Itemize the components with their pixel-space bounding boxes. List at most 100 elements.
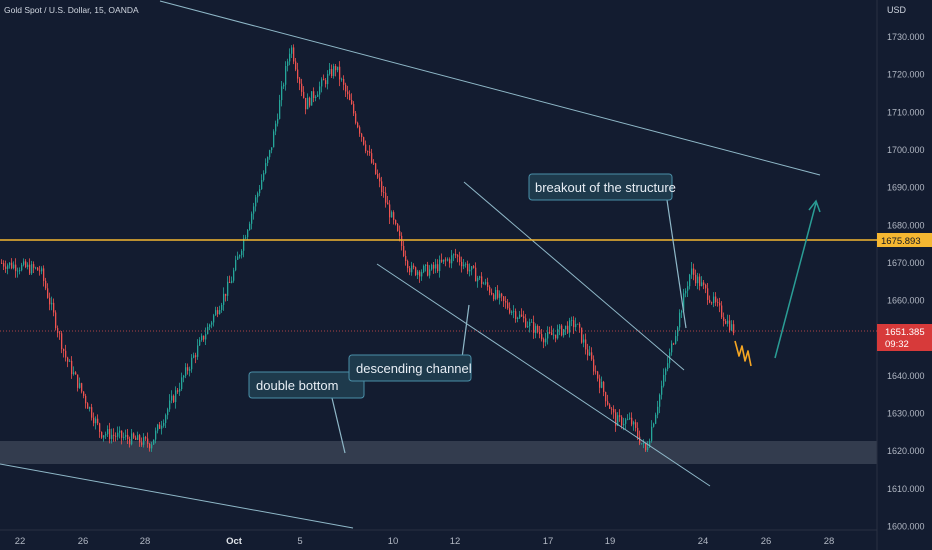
candle-body (493, 294, 495, 300)
candle-body (401, 235, 403, 246)
candle-body (243, 238, 245, 251)
candle-body (323, 79, 325, 81)
candle-body (163, 422, 165, 426)
time-tick-label: 24 (698, 536, 709, 547)
candle-body (655, 414, 657, 424)
candle-body (471, 266, 473, 270)
candle-body (155, 430, 157, 440)
candle-body (345, 84, 347, 92)
candle-body (271, 147, 273, 151)
price-tick-label: 1730.000 (887, 32, 925, 42)
candle-body (275, 123, 277, 132)
candle-body (169, 400, 171, 410)
candle-body (39, 270, 41, 272)
candle-body (399, 230, 401, 236)
candle-body (89, 407, 91, 409)
candle-body (67, 357, 69, 362)
candle-body (609, 404, 611, 409)
candle-body (299, 78, 301, 84)
candle-body (729, 320, 731, 331)
candle-body (469, 269, 471, 272)
candle-body (383, 192, 385, 193)
candle-body (373, 162, 375, 164)
candle-body (343, 79, 345, 85)
candle-body (555, 334, 557, 339)
candle-body (249, 223, 251, 231)
symbol-title: Gold Spot / U.S. Dollar, 15, OANDA (4, 5, 139, 15)
candle-body (101, 431, 103, 438)
candle-body (47, 288, 49, 298)
candle-body (217, 310, 219, 315)
candle-body (553, 334, 555, 336)
candle-body (133, 433, 135, 438)
candle-body (195, 355, 197, 357)
candle-body (261, 180, 263, 190)
descending-channel-callout-box[interactable] (348, 354, 472, 382)
time-tick-label: 28 (824, 536, 835, 547)
candle-body (463, 264, 465, 267)
candle-body (109, 429, 111, 439)
candle-body (557, 328, 559, 339)
candle-body (305, 97, 307, 110)
candle-body (657, 406, 659, 415)
candle-body (173, 395, 175, 403)
candle-body (51, 302, 53, 305)
candle-body (521, 314, 523, 317)
time-tick-label: 28 (140, 536, 151, 547)
candle-body (407, 261, 409, 269)
candle-body (157, 424, 159, 431)
currency-label: USD (887, 5, 907, 15)
candle-body (543, 339, 545, 343)
candle-body (199, 340, 201, 346)
candle-body (85, 395, 87, 404)
candle-body (285, 65, 287, 85)
candle-body (165, 415, 167, 423)
price-scale-panel[interactable] (877, 0, 932, 550)
candle-body (251, 213, 253, 224)
candle-body (31, 264, 33, 274)
candle-body (291, 47, 293, 54)
candle-body (15, 264, 17, 272)
candle-body (331, 69, 333, 77)
candle-body (637, 427, 639, 437)
candle-body (485, 282, 487, 284)
candle-body (37, 267, 39, 271)
candle-body (709, 299, 711, 303)
candle-body (277, 118, 279, 124)
candle-body (239, 255, 241, 257)
candle-body (375, 163, 377, 175)
candle-body (693, 268, 695, 275)
candle-body (59, 332, 61, 334)
candle-body (467, 263, 469, 272)
candle-body (397, 223, 399, 231)
candle-body (235, 259, 237, 271)
projection-zigzag (734, 340, 752, 367)
candle-body (245, 237, 247, 239)
candle-body (607, 401, 609, 405)
candle-body (95, 418, 97, 424)
time-tick-label: 5 (297, 536, 302, 547)
candle-body (317, 94, 319, 97)
breakout-callout-box[interactable] (528, 173, 673, 201)
candle-body (519, 314, 521, 318)
candle-body (633, 422, 635, 425)
candle-body (563, 329, 565, 336)
time-tick-label: 17 (543, 536, 554, 547)
candle-body (449, 259, 451, 264)
candle-body (667, 363, 669, 370)
candle-body (533, 321, 535, 333)
candle-body (387, 202, 389, 205)
candle-body (241, 250, 243, 256)
candle-body (35, 267, 37, 269)
bar-countdown-label: 09:32 (885, 339, 909, 350)
candle-body (409, 268, 411, 273)
time-tick-label: Oct (226, 536, 243, 547)
candle-body (433, 264, 435, 269)
candle-body (181, 377, 183, 390)
candle-body (711, 302, 713, 304)
candle-body (701, 282, 703, 286)
candle-body (539, 332, 541, 335)
candle-body (69, 360, 71, 362)
double-bottom-callout-box[interactable] (248, 371, 365, 399)
